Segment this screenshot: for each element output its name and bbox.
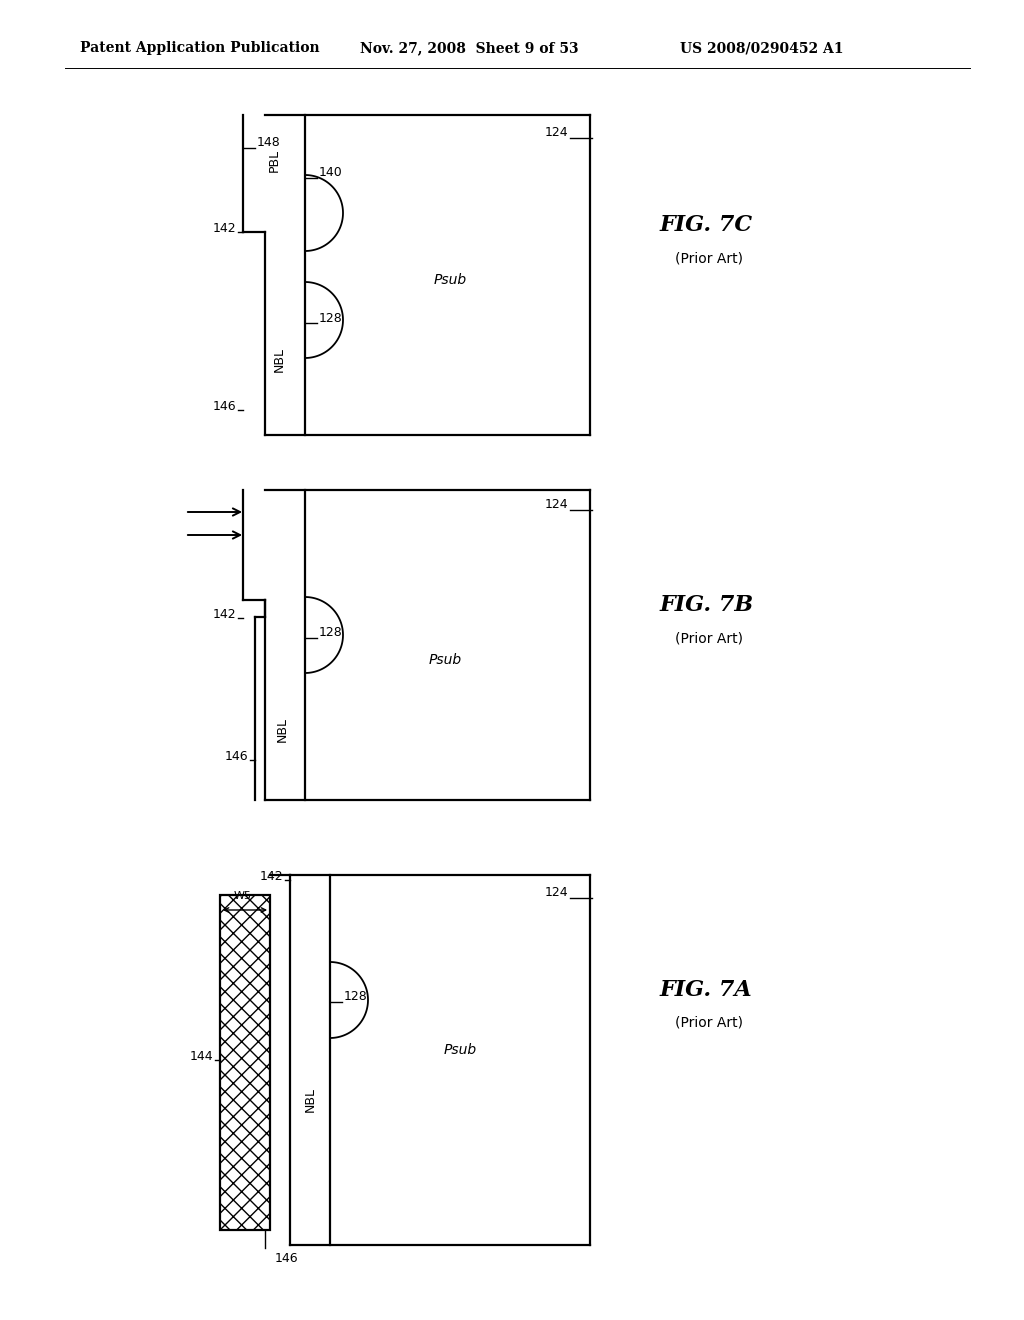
Text: FIG. 7C: FIG. 7C xyxy=(660,214,753,236)
Text: 148: 148 xyxy=(257,136,281,149)
Text: NBL: NBL xyxy=(275,718,289,742)
Text: 146: 146 xyxy=(224,751,248,763)
Text: 146: 146 xyxy=(212,400,236,413)
Text: 144: 144 xyxy=(189,1051,213,1064)
Text: PBL: PBL xyxy=(267,148,281,172)
Text: 124: 124 xyxy=(545,887,568,899)
Text: 124: 124 xyxy=(545,499,568,511)
Text: 142: 142 xyxy=(259,870,283,883)
Text: 146: 146 xyxy=(275,1251,299,1265)
Text: NBL: NBL xyxy=(272,347,286,372)
Text: Nov. 27, 2008  Sheet 9 of 53: Nov. 27, 2008 Sheet 9 of 53 xyxy=(360,41,579,55)
Text: FIG. 7A: FIG. 7A xyxy=(660,979,753,1001)
Text: (Prior Art): (Prior Art) xyxy=(675,631,743,645)
Text: 128: 128 xyxy=(344,990,368,1003)
Text: 128: 128 xyxy=(319,312,343,325)
Text: NBL: NBL xyxy=(303,1088,316,1113)
Bar xyxy=(220,895,270,1230)
Text: Psub: Psub xyxy=(443,1043,476,1057)
Text: W5: W5 xyxy=(234,891,252,902)
Text: Psub: Psub xyxy=(433,273,467,286)
Text: (Prior Art): (Prior Art) xyxy=(675,251,743,265)
Text: (Prior Art): (Prior Art) xyxy=(675,1016,743,1030)
Text: 142: 142 xyxy=(212,609,236,622)
Text: 124: 124 xyxy=(545,127,568,140)
Text: Patent Application Publication: Patent Application Publication xyxy=(80,41,319,55)
Text: US 2008/0290452 A1: US 2008/0290452 A1 xyxy=(680,41,844,55)
Text: 140: 140 xyxy=(319,166,343,180)
Text: FIG. 7B: FIG. 7B xyxy=(660,594,754,616)
Text: 142: 142 xyxy=(212,223,236,235)
Text: 128: 128 xyxy=(319,627,343,639)
Text: Psub: Psub xyxy=(428,653,462,667)
